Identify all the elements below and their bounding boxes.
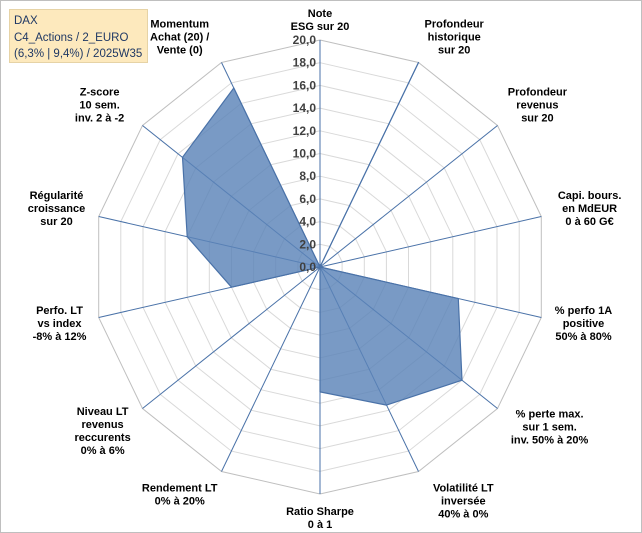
axis-label-line: sur 20: [40, 216, 72, 228]
axis-label-line: 50% à 80%: [555, 331, 611, 343]
axis-label: Momentum Achat (20) / Vente (0): [150, 19, 209, 57]
axis-label-line: inv. 2 à -2: [75, 112, 124, 124]
tick-label: 12,0: [293, 124, 317, 138]
axis-label-line: positive: [563, 318, 605, 330]
axis-label-line: Ratio Sharpe: [286, 506, 354, 518]
axis-label: Volatilité LT inversée 40% à 0%: [433, 482, 494, 520]
axis-label-line: reccurents: [74, 432, 130, 444]
axis-label-line: Niveau LT: [77, 406, 129, 418]
radar-axis-labels: Note ESG sur 20 Profondeur historique sur 20…: [28, 8, 622, 531]
info-index: DAX: [14, 15, 38, 27]
axis-label: Profondeur historique sur 20: [425, 19, 485, 57]
axis-label-line: % perte max.: [516, 409, 584, 421]
tick-label: 20,0: [293, 33, 317, 47]
axis-label-line: Régularité: [30, 190, 84, 202]
axis-spoke: [319, 216, 542, 268]
tick-label: 2,0: [299, 237, 316, 251]
axis-label-line: 0% à 6%: [81, 445, 125, 457]
axis-label-line: -8% à 12%: [33, 331, 87, 343]
axis-label-line: Z-score: [80, 86, 120, 98]
axis-label-line: sur 1 sem.: [522, 422, 576, 434]
axis-label-line: Volatilité LT: [433, 482, 494, 494]
axis-label: Capi. bours. en MdEUR 0 à 60 G€: [558, 190, 622, 228]
tick-label: 6,0: [299, 192, 316, 206]
axis-label: Niveau LT revenus reccurents 0% à 6%: [74, 406, 130, 457]
tick-label: 4,0: [299, 215, 316, 229]
tick-label: 14,0: [293, 101, 317, 115]
axis-label-line: ESG sur 20: [291, 21, 350, 33]
axis-label-line: Achat (20) /: [150, 32, 209, 44]
axis-label-line: croissance: [28, 203, 85, 215]
info-box: DAX C4_Actions / 2_EURO (6,3% | 9,4%) / …: [9, 9, 148, 63]
axis-label-line: Profondeur: [425, 19, 485, 31]
info-category: C4_Actions / 2_EURO: [14, 31, 129, 44]
axis-label: Z-score 10 sem. inv. 2 à -2: [75, 86, 124, 124]
axis-label-line: Rendement LT: [142, 482, 218, 494]
tick-label: 10,0: [293, 147, 317, 161]
axis-label: Note ESG sur 20: [291, 8, 350, 33]
tick-label: 16,0: [293, 78, 317, 92]
tick-label: 0,0: [299, 260, 316, 274]
axis-label-line: sur 20: [521, 112, 553, 124]
axis-spoke: [221, 266, 321, 472]
axis-label-line: sur 20: [438, 45, 470, 57]
tick-label: 8,0: [299, 169, 316, 183]
axis-label-line: 0% à 20%: [155, 495, 205, 507]
axis-label-line: % perfo 1A: [555, 305, 613, 317]
axis-label-line: revenus: [81, 419, 123, 431]
axis-label-line: 0 à 1: [308, 519, 332, 531]
axis-label-line: en MdEUR: [562, 203, 617, 215]
axis-label-line: Note: [308, 8, 332, 20]
axis-label-line: Momentum: [150, 19, 209, 31]
axis-spoke: [319, 125, 498, 268]
radar-series: [181, 61, 463, 406]
axis-label: Rendement LT 0% à 20%: [142, 482, 218, 507]
axis-label-line: inv. 50% à 20%: [511, 435, 589, 447]
axis-spoke: [142, 266, 321, 409]
axis-label-line: revenus: [516, 99, 558, 111]
info-stats: (6,3% | 9,4%) / 2025W35: [14, 48, 143, 60]
axis-label: % perte max. sur 1 sem. inv. 50% à 20%: [511, 409, 589, 447]
axis-label-line: 10 sem.: [79, 99, 119, 111]
axis-label-line: 40% à 0%: [438, 508, 488, 520]
axis-label: Ratio Sharpe 0 à 1: [286, 506, 354, 531]
axis-label: Perfo. LT vs index -8% à 12%: [33, 305, 87, 343]
axis-label: % perfo 1A positive 50% à 80%: [555, 305, 613, 343]
axis-label-line: historique: [428, 32, 481, 44]
axis-label-line: Capi. bours.: [558, 190, 622, 202]
axis-label-line: 0 à 60 G€: [565, 216, 613, 228]
axis-label-line: inversée: [441, 495, 486, 507]
tick-label: 18,0: [293, 56, 317, 70]
series-area: [181, 61, 463, 406]
axis-label: Profondeur revenus sur 20: [508, 86, 568, 124]
axis-label-line: Perfo. LT: [36, 305, 83, 317]
axis-label-line: Vente (0): [157, 45, 203, 57]
axis-label-line: Profondeur: [508, 86, 568, 98]
radar-tick-labels: 0,0 2,0 4,0 6,0 8,0 10,0 12,0 14,0 16,0 18,0 20,0: [293, 33, 317, 274]
axis-label: Régularité croissance sur 20: [28, 190, 85, 228]
axis-label-line: vs index: [37, 318, 82, 330]
